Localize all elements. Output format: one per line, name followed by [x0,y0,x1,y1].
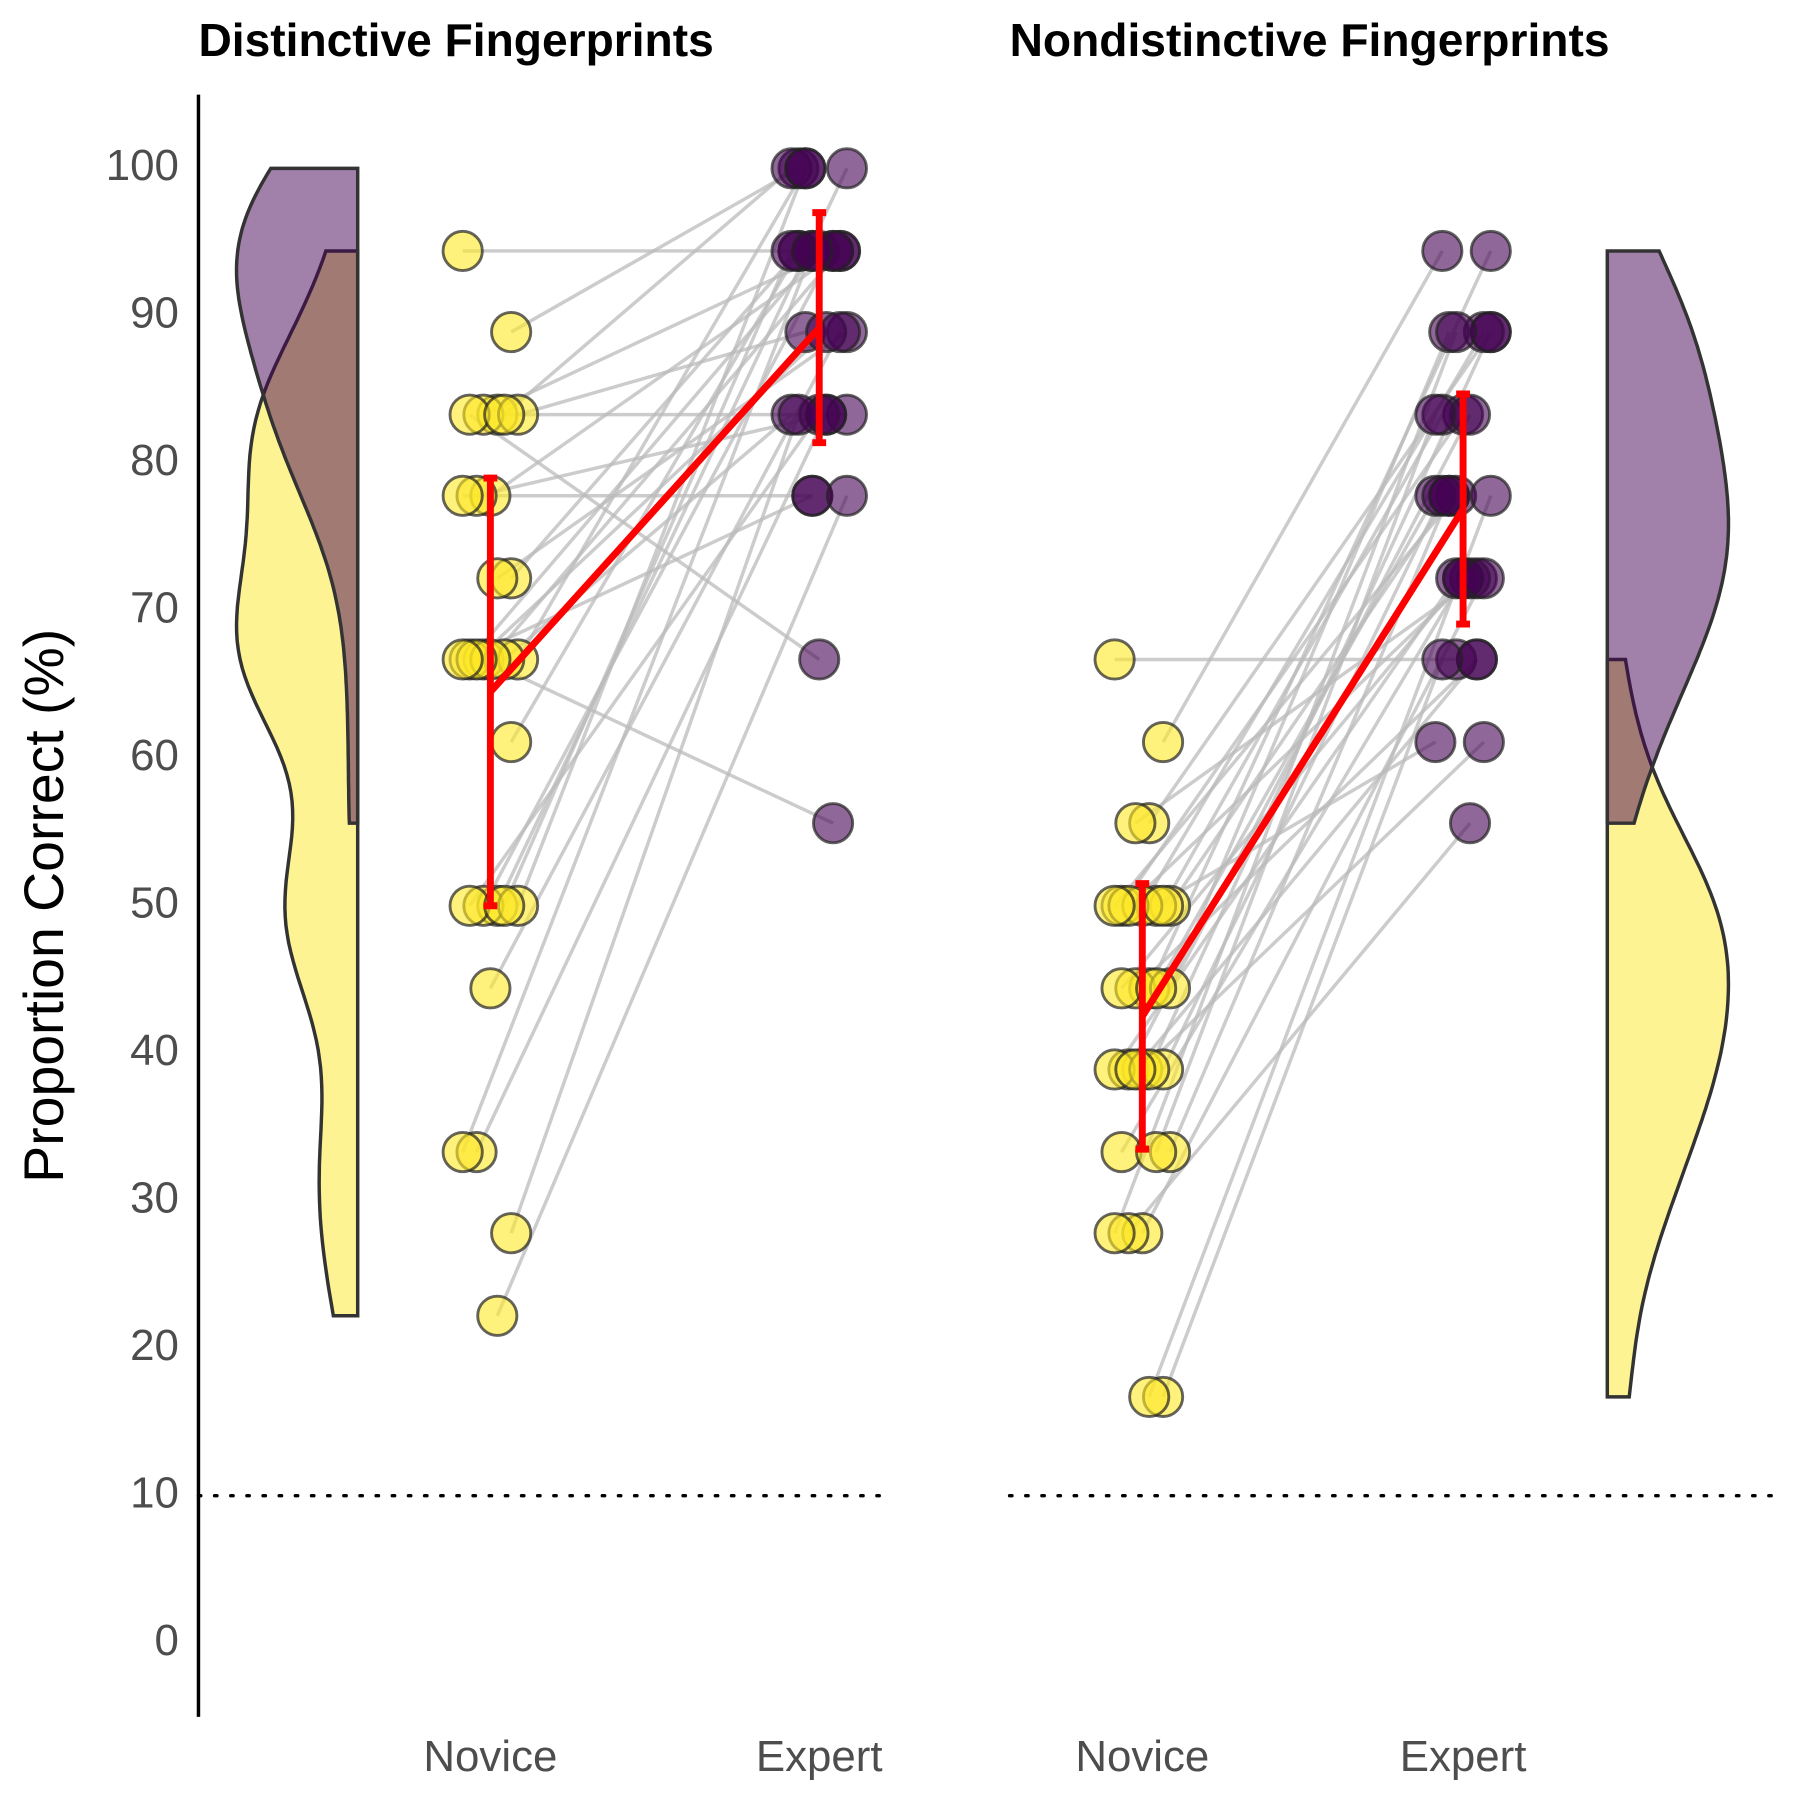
x-tick-label: Expert [1400,1732,1527,1781]
point [441,638,484,681]
density [1605,657,1731,1399]
point [476,557,519,600]
pair-line [1140,577,1486,1234]
point [1142,884,1185,927]
pair-line [1127,822,1472,1235]
pair-line [1168,494,1451,907]
pair-line [502,250,794,907]
point [1093,1212,1136,1255]
pair-line [1154,494,1437,990]
point [1093,884,1136,927]
point [441,474,484,517]
error-bar [483,474,498,910]
point [1414,393,1457,436]
y-tick-label: 80 [130,436,179,485]
pair-line [1113,494,1458,907]
pair-line [509,414,801,1234]
pair-line [509,250,800,743]
pair-line [496,330,848,580]
density [1605,249,1731,825]
pair-line [476,412,827,498]
point [1469,474,1512,517]
point [1462,721,1505,764]
point [798,638,841,681]
pair-line [1147,250,1493,990]
point [1093,638,1136,681]
pair-line [503,167,793,416]
point [1428,474,1471,517]
y-tick-label: 90 [130,288,179,337]
point [1128,1375,1171,1418]
point [490,311,533,354]
pair-line [468,413,821,907]
y-tick-label: 50 [130,878,179,927]
error-bar [812,209,827,447]
pair-line [488,331,842,990]
density [234,166,360,825]
point [1435,311,1478,354]
point [1114,802,1157,845]
point [441,1131,484,1174]
pair-line [474,413,828,1153]
error-bar [1135,880,1150,1153]
point [818,311,862,354]
pair-line [516,167,807,907]
pair-line [1161,658,1444,1398]
y-tick-label: 20 [130,1321,179,1370]
point [1469,229,1512,273]
y-tick-label: 0 [154,1616,178,1665]
pair-line [1161,250,1444,743]
y-tick-label: 40 [130,1026,179,1075]
pair-line [495,495,849,1317]
point [812,802,855,845]
pair-line [461,494,814,662]
panel-title: Nondistinctive Fingerprints [1010,14,1610,66]
pair-line [482,657,834,825]
pair-line [510,166,800,334]
pair-line [1134,576,1478,825]
pair-line [1147,331,1493,1071]
y-tick-label: 10 [130,1468,179,1517]
mean-line [487,325,822,695]
point [1462,557,1505,600]
pair-line [468,413,821,661]
pair-line [1154,414,1438,1153]
point [791,229,834,273]
x-tick-label: Novice [1075,1732,1209,1781]
point [490,1212,533,1255]
pair-line [481,250,835,907]
y-tick-label: 30 [130,1173,179,1222]
point [1114,1048,1157,1091]
y-tick-label: 100 [106,141,179,190]
y-tick-label: 60 [130,731,179,780]
point [825,474,868,517]
point [825,147,868,190]
error-bar [1456,390,1470,628]
y-axis-label: Proportion Correct (%) [13,629,75,1183]
point [441,229,484,273]
point [1414,721,1457,764]
point [1142,721,1185,764]
x-tick-label: Expert [756,1732,883,1781]
pair-line [1161,495,1444,1071]
point [777,393,820,436]
x-tick-label: Novice [423,1732,557,1781]
y-tick-label: 70 [130,583,179,632]
point [1448,802,1492,845]
point [483,393,526,436]
point [1421,229,1464,273]
pair-line [489,249,841,498]
point [469,967,512,1010]
pair-line [1112,331,1458,1234]
point [1421,638,1464,681]
panel-title: Distinctive Fingerprints [198,14,713,66]
point [490,721,533,764]
mean-line [1139,507,1467,1019]
point [784,147,827,190]
point [476,1294,519,1337]
